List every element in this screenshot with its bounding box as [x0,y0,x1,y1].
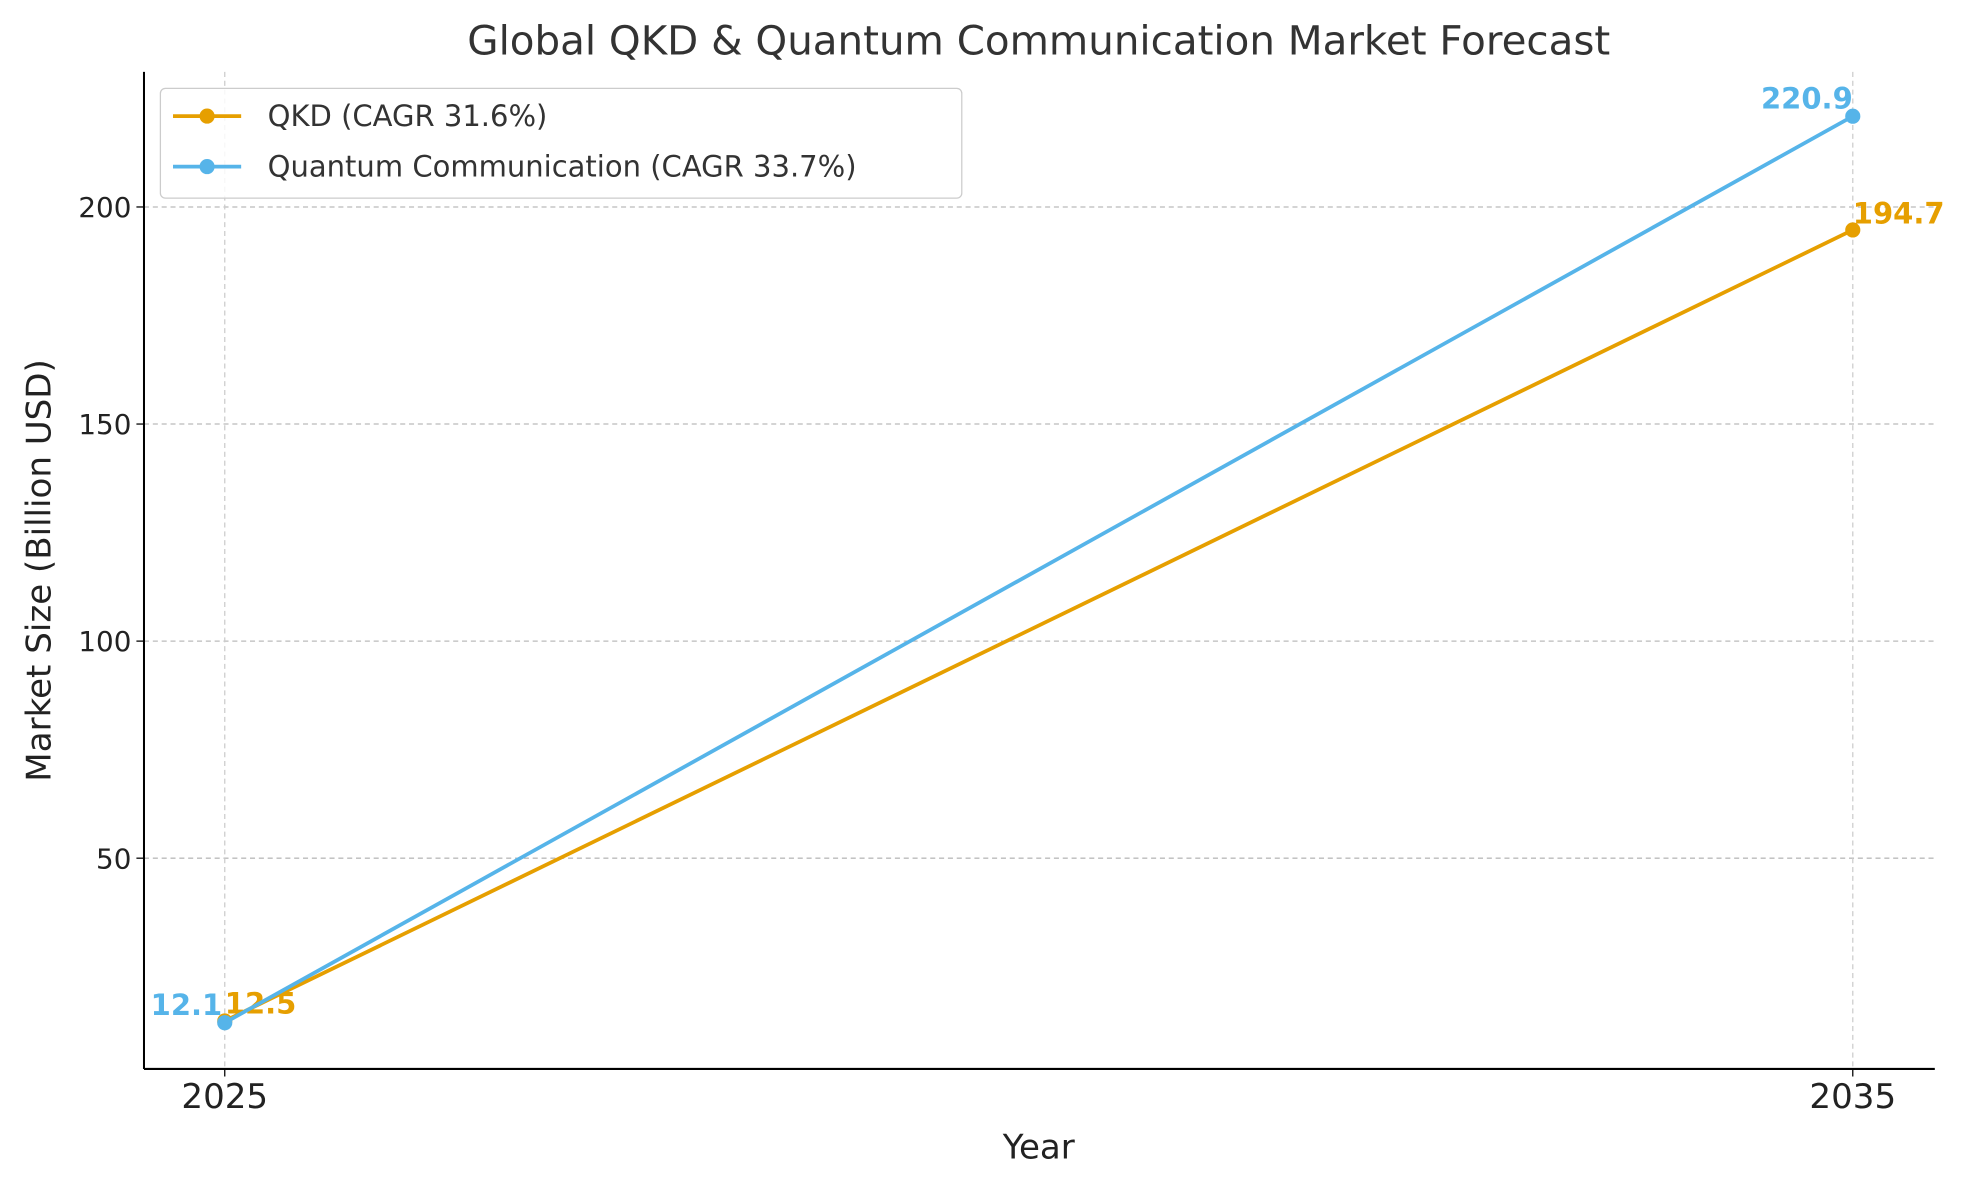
x-tick-label: 2025 [181,1077,268,1117]
y-axis-label: Market Size (Billion USD) [20,359,60,782]
legend: QKD (CAGR 31.6%) Quantum Communication (C… [159,87,963,199]
data-label: 220.9 [1761,82,1853,116]
legend-label: Quantum Communication (CAGR 33.7%) [268,150,857,184]
data-point [1845,108,1861,124]
series-line [223,228,1854,1023]
chart-title: Global QKD & Quantum Communication Marke… [467,17,1610,64]
x-axis-label: Year [1002,1128,1075,1168]
data-point [217,1015,233,1031]
legend-box [159,87,963,199]
y-tick-label: 200 [78,191,131,224]
y-tick-label: 150 [78,408,131,441]
data-label: 12.1 [151,988,223,1022]
y-tick-label: 50 [96,842,131,875]
x-tick-label: 2035 [1809,1077,1896,1117]
grid [143,71,1935,1069]
data-label: 194.7 [1853,197,1945,231]
ticks: 50 100 150 200 2025 2035 [78,191,1896,1117]
data-point [1845,222,1861,238]
legend-swatch-marker [199,108,215,124]
series-line [223,114,1854,1025]
y-tick-label: 100 [78,625,131,658]
legend-swatch-marker [199,159,215,175]
legend-label: QKD (CAGR 31.6%) [268,99,548,133]
